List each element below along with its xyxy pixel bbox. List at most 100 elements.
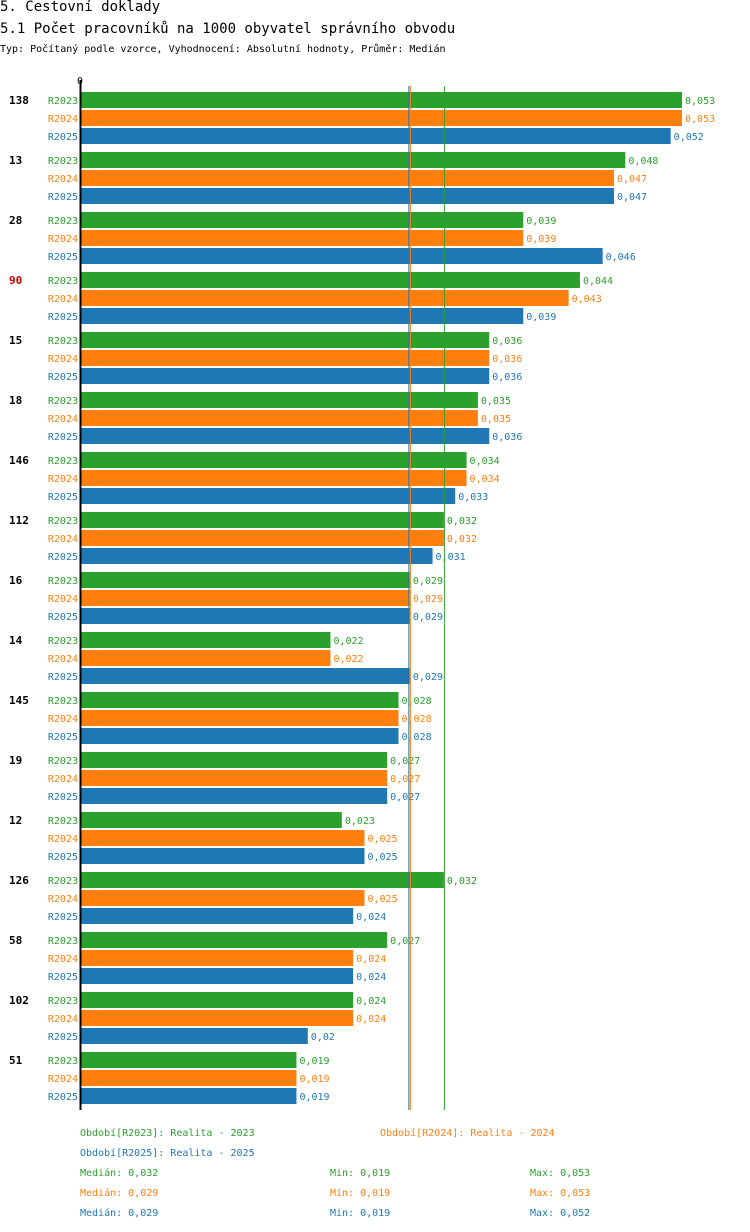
bar xyxy=(81,272,580,288)
category-label: 126 xyxy=(9,874,29,887)
series-label: R2025 xyxy=(48,132,78,143)
bar xyxy=(81,212,524,228)
data-label: 0,028 xyxy=(402,714,432,725)
stat-max-r2025: Max: 0,052 xyxy=(530,1208,591,1219)
legend-r2024: Období[R2024]: Realita - 2024 xyxy=(380,1128,555,1139)
bar xyxy=(81,650,331,666)
data-label: 0,024 xyxy=(356,912,386,923)
series-label: R2025 xyxy=(48,432,78,443)
data-label: 0,036 xyxy=(492,372,522,383)
series-label: R2023 xyxy=(48,576,78,587)
series-label: R2023 xyxy=(48,636,78,647)
bar xyxy=(81,548,433,564)
data-label: 0,025 xyxy=(368,894,398,905)
series-label: R2024 xyxy=(48,954,78,965)
bar xyxy=(81,968,354,984)
page-title: 5. Cestovní doklady xyxy=(0,0,161,15)
series-label: R2024 xyxy=(48,834,78,845)
data-label: 0,024 xyxy=(356,996,386,1007)
category-label: 18 xyxy=(9,394,22,407)
series-label: R2025 xyxy=(48,792,78,803)
data-label: 0,034 xyxy=(470,456,500,467)
bar xyxy=(81,752,388,768)
series-label: R2024 xyxy=(48,774,78,785)
bar xyxy=(81,872,444,888)
series-label: R2024 xyxy=(48,234,78,245)
data-label: 0,029 xyxy=(413,594,443,605)
data-label: 0,02 xyxy=(311,1032,335,1043)
bar xyxy=(81,110,683,126)
series-label: R2023 xyxy=(48,456,78,467)
data-label: 0,032 xyxy=(447,534,477,545)
series-label: R2024 xyxy=(48,594,78,605)
series-label: R2023 xyxy=(48,936,78,947)
series-label: R2024 xyxy=(48,654,78,665)
data-label: 0,053 xyxy=(685,96,715,107)
category-label: 58 xyxy=(9,934,22,947)
bar xyxy=(81,890,365,906)
data-label: 0,044 xyxy=(583,276,613,287)
series-label: R2023 xyxy=(48,156,78,167)
stat-max-r2024: Max: 0,053 xyxy=(530,1188,591,1199)
series-label: R2023 xyxy=(48,516,78,527)
data-label: 0,024 xyxy=(356,954,386,965)
series-label: R2024 xyxy=(48,474,78,485)
data-label: 0,053 xyxy=(685,114,715,125)
data-label: 0,024 xyxy=(356,972,386,983)
chart-description: Typ: Počítaný podle vzorce, Vyhodnocení:… xyxy=(0,44,446,55)
series-label: R2023 xyxy=(48,216,78,227)
series-label: R2023 xyxy=(48,756,78,767)
bar xyxy=(81,1088,297,1104)
series-label: R2024 xyxy=(48,114,78,125)
bar xyxy=(81,512,444,528)
bar xyxy=(81,488,456,504)
bar xyxy=(81,1028,308,1044)
series-label: R2023 xyxy=(48,1056,78,1067)
data-label: 0,025 xyxy=(368,852,398,863)
category-label: 145 xyxy=(9,694,29,707)
stat-min-r2024: Min: 0,019 xyxy=(330,1188,391,1199)
bar xyxy=(81,770,388,786)
series-label: R2025 xyxy=(48,1032,78,1043)
data-label: 0,029 xyxy=(413,612,443,623)
series-label: R2025 xyxy=(48,912,78,923)
bar xyxy=(81,608,410,624)
data-label: 0,047 xyxy=(617,174,647,185)
category-label: 51 xyxy=(9,1054,23,1067)
bar xyxy=(81,1052,297,1068)
series-label: R2024 xyxy=(48,1074,78,1085)
bar xyxy=(81,248,603,264)
stat-min-r2023: Min: 0,019 xyxy=(330,1168,391,1179)
series-label: R2025 xyxy=(48,732,78,743)
data-label: 0,028 xyxy=(402,732,432,743)
bar xyxy=(81,1070,297,1086)
series-label: R2024 xyxy=(48,534,78,545)
data-label: 0,022 xyxy=(333,636,363,647)
data-label: 0,029 xyxy=(413,672,443,683)
data-label: 0,036 xyxy=(492,354,522,365)
bar xyxy=(81,950,354,966)
category-label: 112 xyxy=(9,514,29,527)
series-label: R2025 xyxy=(48,372,78,383)
data-label: 0,024 xyxy=(356,1014,386,1025)
data-label: 0,052 xyxy=(674,132,704,143)
data-label: 0,027 xyxy=(390,756,420,767)
bar xyxy=(81,350,490,366)
series-label: R2025 xyxy=(48,672,78,683)
bar xyxy=(81,590,410,606)
bar xyxy=(81,452,467,468)
series-label: R2025 xyxy=(48,252,78,263)
data-label: 0,019 xyxy=(299,1092,329,1103)
series-label: R2024 xyxy=(48,294,78,305)
bar xyxy=(81,992,354,1008)
bar xyxy=(81,152,626,168)
data-label: 0,027 xyxy=(390,936,420,947)
bar xyxy=(81,728,399,744)
bar xyxy=(81,170,614,186)
data-label: 0,019 xyxy=(299,1074,329,1085)
data-label: 0,025 xyxy=(368,834,398,845)
data-label: 0,032 xyxy=(447,876,477,887)
data-label: 0,031 xyxy=(436,552,466,563)
stat-min-r2025: Min: 0,019 xyxy=(330,1208,391,1219)
data-label: 0,029 xyxy=(413,576,443,587)
